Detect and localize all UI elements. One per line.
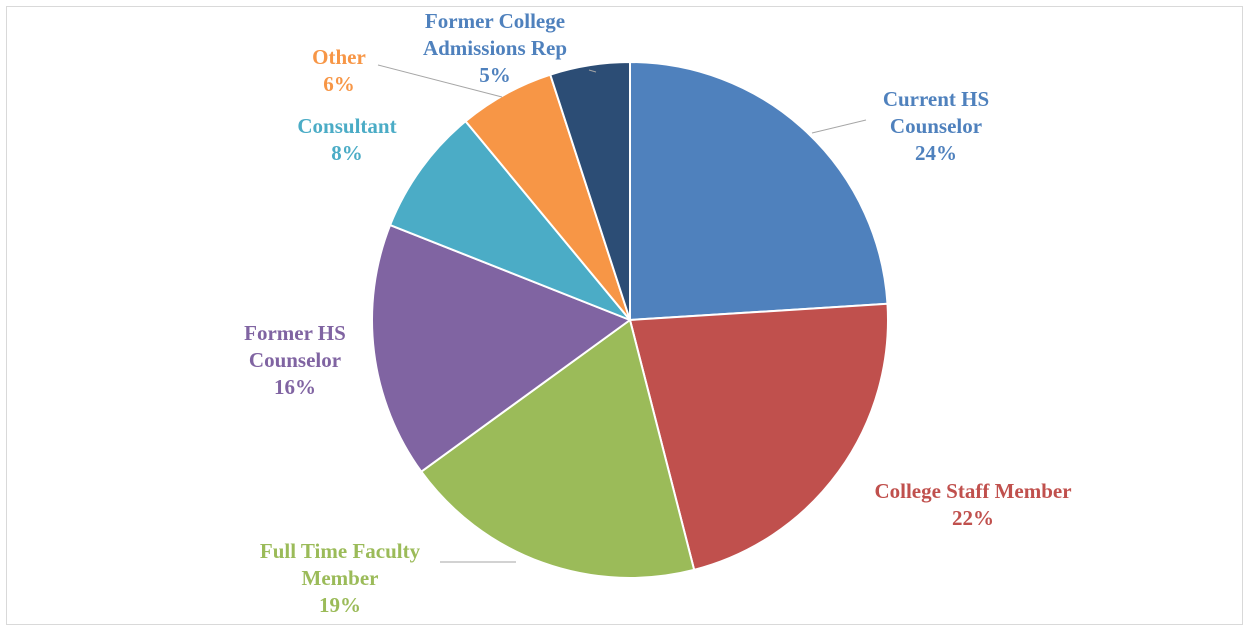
slice-category-label: Counselor [249,348,341,372]
leader-line-6 [377,64,503,98]
slice-label-4: Former HS Counselor 16% [244,321,346,399]
slice-label-3: Full Time Faculty Member 19% [260,539,421,617]
slice-category-label: Former HS [244,321,346,345]
slice-value-label: 16% [274,375,316,399]
slice-label-6: Other 6% [312,45,366,96]
slice-category-label: Full Time Faculty [260,539,421,563]
pie-slice-5 [388,119,631,321]
slice-label-7: Former College Admissions Rep 5% [423,9,567,87]
leader-line-1 [811,119,867,134]
leader-line-7 [588,69,597,73]
pie-slice-3 [419,318,696,579]
slice-category-label: Admissions Rep [423,36,567,60]
slice-label-2: College Staff Member 22% [874,479,1071,530]
pie-slice-2 [628,302,889,572]
pie-slice-1 [629,60,889,322]
pie-slices [371,60,889,579]
pie-slice-4 [371,223,633,474]
slice-label-5: Consultant 8% [297,114,396,165]
slice-category-label: Current HS [883,87,989,111]
slice-category-label: Other [312,45,366,69]
slice-category-label: Consultant [297,114,396,138]
slice-value-label: 8% [331,141,363,165]
slice-value-label: 5% [479,63,511,87]
slice-labels: Current HS Counselor 24% College Staff Memb… [244,9,1071,617]
slice-category-label: Member [302,566,379,590]
slice-category-label: Counselor [890,114,982,138]
slice-label-1: Current HS Counselor 24% [883,87,989,165]
pie-slice-7 [549,60,631,321]
slice-value-label: 6% [323,72,355,96]
slice-value-label: 22% [952,506,994,530]
slice-category-label: College Staff Member [874,479,1071,503]
slice-value-label: 24% [915,141,957,165]
slice-category-label: Former College [425,9,565,33]
leader-lines [377,64,867,563]
slice-value-label: 19% [319,593,361,617]
